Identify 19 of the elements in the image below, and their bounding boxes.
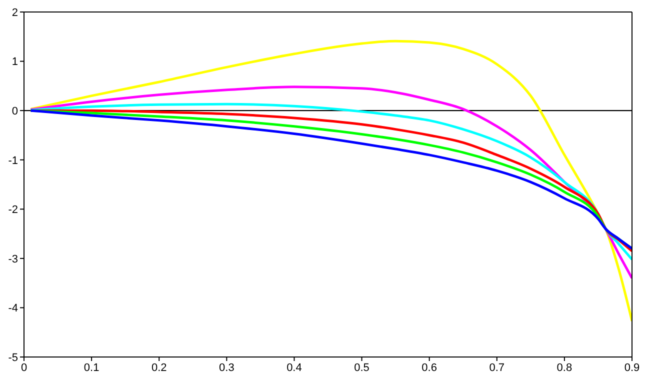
- line-series: [30, 40, 632, 322]
- y-tick-label: -5: [8, 352, 18, 364]
- x-tick-label: 0.4: [286, 362, 302, 374]
- x-tick-label: 0.6: [422, 362, 437, 374]
- y-tick-label: -2: [8, 204, 18, 216]
- x-tick-label: 0.5: [354, 362, 370, 374]
- x-tick-label: 0.1: [84, 362, 100, 374]
- y-tick-label: -4: [8, 302, 18, 315]
- x-tick-label: 0.2: [151, 362, 167, 374]
- y-tick-label: -1: [8, 154, 18, 167]
- x-tick-label: 0.3: [219, 362, 234, 374]
- x-tick-label: 0.8: [556, 362, 572, 374]
- y-tick-label: -3: [8, 253, 18, 266]
- y-tick-label: 2: [12, 6, 18, 19]
- y-tick-label: 0: [12, 105, 18, 118]
- x-tick-label: 0.7: [489, 362, 505, 374]
- y-tick-label: 1: [12, 56, 18, 68]
- x-tick-label: 0.9: [624, 362, 640, 374]
- x-tick-label: 0: [20, 362, 28, 374]
